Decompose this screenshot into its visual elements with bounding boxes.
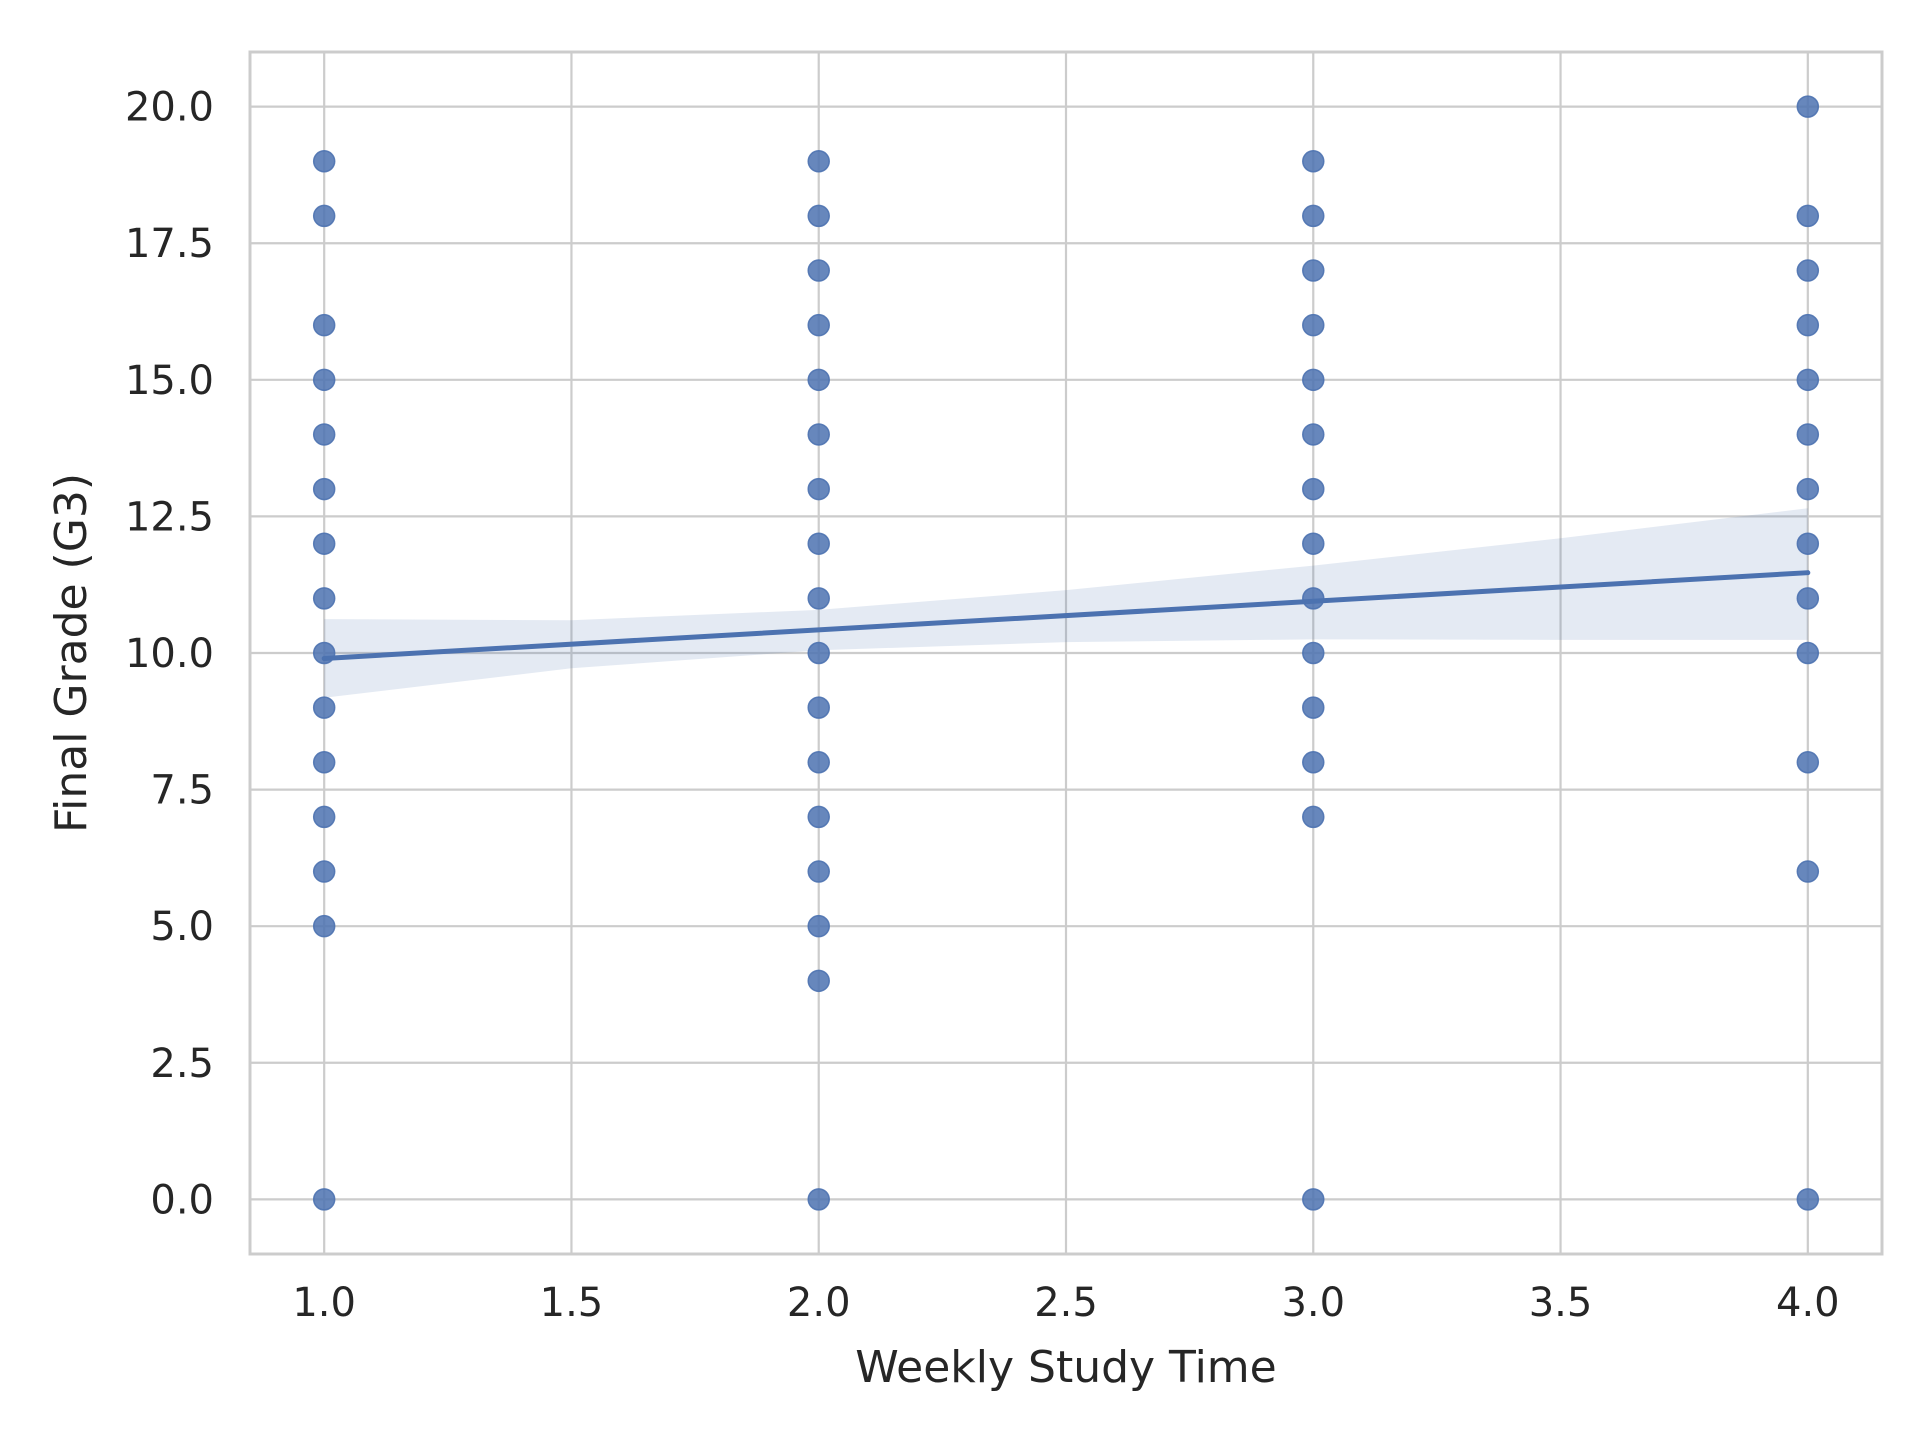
y-tick-label: 15.0 [125,358,214,404]
data-point [807,1188,830,1211]
data-point [807,751,830,774]
data-point [312,860,336,883]
data-point [312,204,336,228]
data-point [1302,1188,1325,1211]
confidence-band-area [324,508,1808,698]
data-point [1302,150,1325,173]
regression-line-group [321,570,1811,661]
plot-frame [248,50,1884,1256]
data-point [312,313,336,337]
data-point [312,805,336,829]
data-point [807,696,830,719]
data-point [312,751,336,774]
y-tick-label: 12.5 [125,494,214,540]
y-tick-label: 0.0 [150,1177,214,1223]
data-point [1796,368,1820,392]
data-point [807,969,830,993]
data-point [807,914,830,938]
data-point [807,204,830,228]
data-point [1796,532,1820,555]
data-point [807,532,830,555]
y-tick-label: 17.5 [125,221,214,267]
data-point [312,914,336,938]
y-tick-label: 2.5 [150,1041,214,1087]
y-axis-label: Final Grade (G3) [46,473,97,833]
x-tick-label: 2.0 [787,1280,851,1326]
data-point [1302,313,1325,337]
data-point [1796,204,1820,228]
x-tick-label: 1.0 [292,1280,356,1326]
data-point [1796,95,1820,118]
x-tick-labels: 1.0 1.5 2.0 2.5 3.0 3.5 4.0 [292,1280,1839,1326]
data-point [312,368,336,392]
x-tick-label: 2.5 [1034,1280,1098,1326]
data-point [1796,860,1820,883]
y-tick-label: 7.5 [150,768,214,814]
x-tick-label: 1.5 [540,1280,604,1326]
data-point [312,150,336,173]
data-point [807,805,830,829]
x-tick-label: 4.0 [1776,1280,1840,1326]
data-point [807,259,830,282]
data-point [1302,696,1325,719]
data-point [1302,641,1325,665]
data-point [1302,477,1325,501]
data-point [1796,477,1820,501]
data-point [1302,423,1325,446]
y-tick-labels: 0.0 2.5 5.0 7.5 10.0 12.5 15.0 17.5 20.0 [125,85,214,1224]
data-point [807,641,830,665]
data-point [1796,587,1820,610]
y-tick-label: 5.0 [150,904,214,950]
confidence-band [324,508,1808,698]
data-point [807,313,830,337]
data-point [1302,259,1325,282]
data-point [1796,1188,1820,1211]
regression-line [321,570,1811,661]
data-point [807,587,830,610]
data-point [1302,751,1325,774]
data-point [312,532,336,555]
x-tick-label: 3.0 [1281,1280,1345,1326]
data-point [1302,532,1325,555]
data-point [1796,751,1820,774]
data-point [1796,423,1820,446]
data-point [807,150,830,173]
data-point [1302,805,1325,829]
x-tick-label: 3.5 [1529,1280,1593,1326]
data-point [312,1188,336,1211]
data-point [1796,313,1820,337]
data-point [312,587,336,610]
y-tick-label: 10.0 [125,631,214,677]
data-point [807,477,830,501]
y-tick-label: 20.0 [125,85,214,131]
data-point [1796,641,1820,665]
data-point [807,860,830,883]
data-points [312,95,1820,1211]
data-point [1796,259,1820,282]
x-axis-label: Weekly Study Time [855,1342,1277,1393]
data-point [807,368,830,392]
data-point [1302,368,1325,392]
data-point [1302,204,1325,228]
data-point [312,696,336,719]
data-point [312,477,336,501]
data-point [807,423,830,446]
data-point [312,423,336,446]
